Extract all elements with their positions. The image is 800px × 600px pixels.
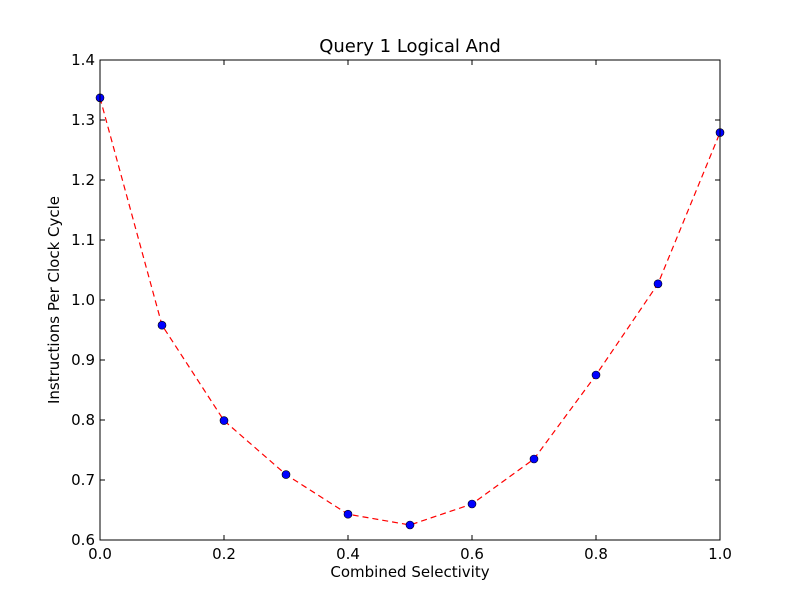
x-tick-label: 0.4 — [336, 545, 360, 563]
data-point — [343, 509, 353, 519]
data-point — [157, 320, 167, 330]
y-axis-label: Instructions Per Clock Cycle — [45, 196, 63, 404]
data-point — [653, 279, 663, 289]
data-point — [281, 470, 291, 479]
data-point — [219, 416, 229, 425]
x-tick-label: 1.0 — [708, 545, 732, 563]
y-tick-label: 0.6 — [71, 531, 95, 549]
data-point — [529, 454, 539, 464]
x-axis-label: Combined Selectivity — [330, 563, 489, 581]
y-axis-ticks: 0.6 0.7 0.8 0.9 1.0 1.1 1.2 1.3 1.4 — [71, 51, 720, 549]
y-tick-label: 0.8 — [71, 411, 95, 429]
y-tick-label: 1.1 — [71, 231, 95, 249]
y-tick-label: 1.0 — [71, 291, 95, 309]
chart-title: Query 1 Logical And — [319, 36, 501, 57]
x-tick-label: 0.2 — [212, 545, 236, 563]
y-tick-label: 0.9 — [71, 351, 95, 369]
plot-area — [100, 60, 720, 540]
y-tick-label: 1.4 — [71, 51, 95, 69]
x-axis-ticks: 0.0 0.2 0.4 0.6 0.8 1.0 — [88, 60, 732, 563]
data-point — [405, 520, 415, 530]
series-line — [99, 97, 721, 526]
series-layer — [95, 93, 725, 530]
x-tick-label: 0.6 — [460, 545, 484, 563]
data-point — [591, 370, 601, 380]
y-tick-label: 0.7 — [71, 471, 95, 489]
y-tick-label: 1.2 — [71, 171, 95, 189]
x-tick-label: 0.8 — [584, 545, 608, 563]
x-tick-label: 0.0 — [88, 545, 112, 563]
data-point — [467, 499, 477, 509]
y-tick-label: 1.3 — [71, 111, 95, 129]
